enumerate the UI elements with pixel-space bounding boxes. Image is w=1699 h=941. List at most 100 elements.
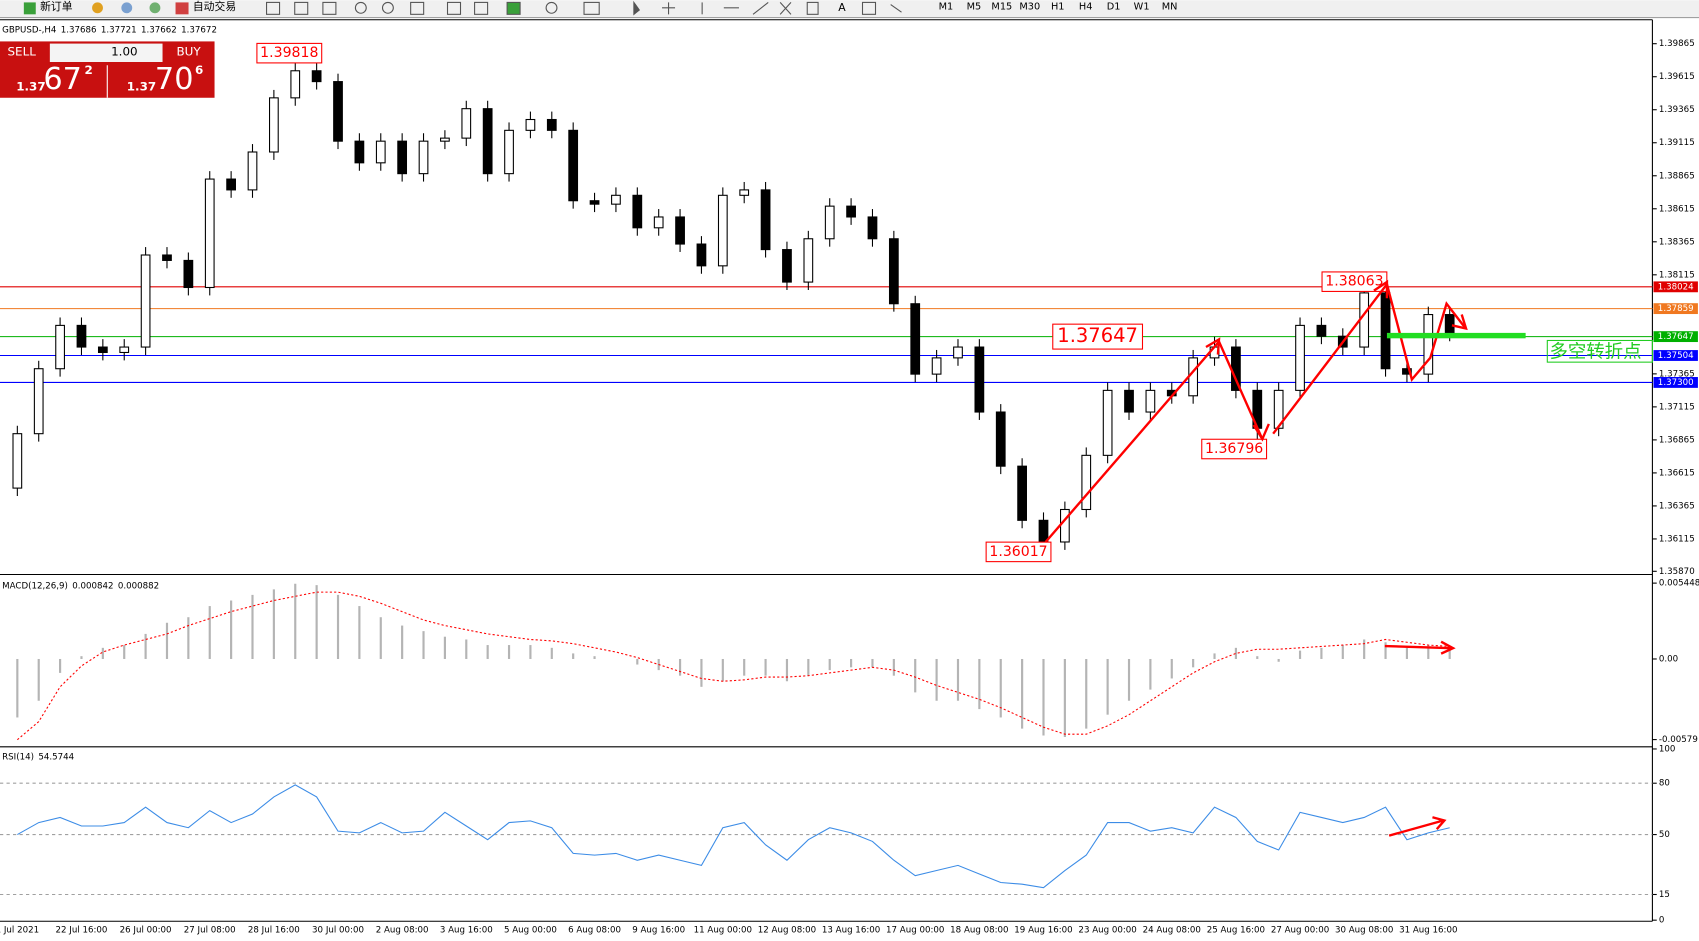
timeframe-button[interactable]: M1 [939,2,954,13]
candle-body [525,118,536,131]
turning-line [1386,332,1526,339]
y-tick-label: 0.00 [1659,654,1678,664]
sell-price-big: 67 [43,62,82,97]
candle-body [739,189,750,196]
candle-body [824,205,835,240]
new-order-icon[interactable] [23,2,36,15]
candle-body [247,151,258,191]
indicator-header: MACD(12,26,9) 0.000842 0.000882 [2,581,159,591]
candle-body [953,346,963,359]
timeframe-button[interactable]: M30 [1019,2,1040,13]
candle-body [418,140,429,175]
price-level-tag [1653,350,1698,361]
candle-body [461,108,472,139]
timeframe-button[interactable]: H1 [1051,2,1065,13]
candle-body [311,70,322,83]
x-tick-label: 1 Jul 2021 [0,925,39,935]
header-value: 54.5744 [38,752,74,762]
timeframe-button[interactable]: H4 [1079,2,1093,13]
new-order-button[interactable]: 新订单 [40,0,73,13]
candle-body [1295,324,1305,391]
timeframe-button[interactable]: MN [1162,2,1178,13]
price-level-tag [1653,377,1698,388]
autotrading-button[interactable]: 自动交易 [193,0,236,13]
timeframe-button[interactable]: M15 [991,2,1012,13]
y-tick-label: 1.38115 [1659,270,1695,280]
y-tick-label: 1.36615 [1659,468,1695,478]
x-tick-label: 31 Aug 16:00 [1399,925,1457,935]
y-tick-label: 100 [1659,744,1676,754]
x-tick-label: 5 Aug 00:00 [504,925,557,935]
candle-body [12,433,23,489]
y-tick-label: 0.005448 [1659,579,1699,589]
x-tick-label: 2 Aug 08:00 [376,925,429,935]
buy-button[interactable]: BUY [176,45,201,59]
candle-body [568,129,579,202]
lots-value[interactable]: 1.00 [111,45,138,59]
tool-icon[interactable] [92,2,103,14]
x-tick-label: 27 Aug 00:00 [1271,925,1329,935]
timeframe-button[interactable]: D1 [1107,2,1121,13]
candle-body [867,216,878,240]
candle-body [354,140,365,164]
candle-body [226,178,236,191]
toolbar-bg [0,0,1699,18]
x-tick-label: 25 Aug 16:00 [1207,925,1265,935]
plot-layer: GBPUSD-,H4 1.37686 1.37721 1.37662 1.376721.… [0,25,1699,935]
price-annotation-box [985,541,1052,563]
y-tick-label: 1.36115 [1659,534,1695,544]
timeframe-button[interactable]: M5 [967,2,982,13]
trade-panel: SELL BUY 1.00 1.37 67 2 1.37 70 6 [0,41,215,98]
macd-arrow [1384,640,1456,655]
y-tick-label: 1.38865 [1659,171,1695,181]
indicator-header: GBPUSD-,H4 1.37686 1.37721 1.37662 1.37672 [2,25,217,35]
candle-body [1316,324,1327,337]
candle-body [995,411,1006,467]
candle-body [931,357,942,375]
svg-text:A: A [838,1,846,14]
price-level-label: 1.37504 [1658,351,1694,361]
price-level-label: 1.37647 [1658,332,1694,342]
tool-icon[interactable] [121,2,133,14]
candle-body [482,108,493,175]
candle-body [803,238,814,283]
candle-body [1423,314,1434,375]
timeframe-button[interactable]: W1 [1134,2,1150,13]
autotrading-icon[interactable] [175,2,189,15]
macd-signal [16,591,1450,741]
header-value: 1.37686 [61,25,97,35]
x-tick-label: 19 Aug 16:00 [1014,925,1072,935]
rsi-arrow [1388,816,1447,837]
buy-price-sup: 6 [195,63,203,77]
price-level-tag [1653,281,1698,293]
tool-icon[interactable] [149,2,161,14]
candle-body [675,216,685,245]
candle-body [611,194,621,205]
sell-button[interactable]: SELL [7,45,36,59]
toolbar: 新订单 自动交易 A [0,0,1699,19]
candle-body [696,243,707,267]
y-tick-label: 1.36865 [1659,435,1695,445]
candle-body [97,346,108,354]
candle-body [1380,292,1391,370]
x-tick-label: 30 Jul 00:00 [312,925,364,935]
y-tick-label: 1.37365 [1659,369,1695,379]
x-tick-label: 26 Jul 00:00 [120,925,172,935]
lots-field[interactable] [49,43,163,63]
candle-body [1081,454,1092,511]
price-annotation-box [1201,438,1268,460]
x-tick-label: 27 Jul 08:00 [184,925,236,935]
timeframe-bar: M1 M5 M15 M30 H1 H4 D1 W1 MN [939,2,1178,13]
price-annotation: 1.38063 [1325,274,1383,290]
y-tick-label: 1.38365 [1659,237,1695,247]
price-level-label: 1.37859 [1658,304,1694,314]
candle-body [204,178,215,289]
x-tick-label: 13 Aug 16:00 [822,925,880,935]
y-tick-label: 1.37115 [1659,402,1695,412]
x-tick-label: 24 Aug 08:00 [1143,925,1201,935]
candle-body [1145,389,1156,413]
price-level-label: 1.37300 [1658,378,1694,388]
candle-body [632,194,643,229]
turning-point-note: 多空转折点 [1549,341,1641,362]
